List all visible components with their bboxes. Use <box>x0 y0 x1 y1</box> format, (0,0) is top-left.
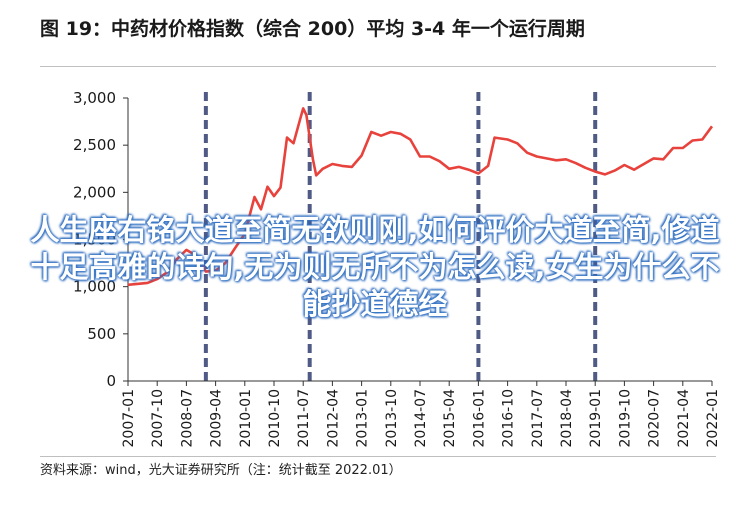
x-tick-label: 2016-01 <box>471 389 487 448</box>
x-tick-label: 2013-01 <box>355 389 371 448</box>
price-index-line <box>127 107 714 287</box>
x-tick-label: 2007-10 <box>150 389 166 448</box>
source-divider <box>40 456 716 457</box>
x-tick-label: 2016-10 <box>501 389 517 448</box>
y-tick-label: 0 <box>106 372 116 390</box>
source-note: 资料来源：wind，光大证券研究所（注：统计截至 2022.01） <box>40 463 402 478</box>
x-tick-label: 2019-01 <box>588 389 604 448</box>
x-tick-label: 2020-07 <box>647 389 663 448</box>
x-tick-label: 2007-01 <box>121 389 137 448</box>
x-tick-label: 2008-07 <box>179 389 195 448</box>
chart-axes <box>123 97 713 386</box>
x-tick-label: 2021-04 <box>676 389 692 448</box>
x-tick-label: 2012-04 <box>325 389 341 448</box>
x-tick-label: 2018-04 <box>559 389 575 448</box>
y-tick-label: 3,000 <box>73 89 116 107</box>
x-tick-label: 2009-04 <box>209 389 225 448</box>
chart-title: 图 19：中药材价格指数（综合 200）平均 3-4 年一个运行周期 <box>40 18 585 40</box>
y-tick-label: 1,000 <box>73 278 116 296</box>
x-tick-label: 2019-10 <box>617 389 633 448</box>
x-tick-label: 2010-10 <box>267 389 283 448</box>
x-tick-label: 2013-10 <box>384 389 400 448</box>
y-tick-label: 500 <box>87 325 116 343</box>
x-tick-label: 2015-04 <box>442 389 458 448</box>
watermark-overlay-text: 人生座右铭大道至简无欲则刚,如何评价大道至简,修道十足高雅的诗句,无为则无所不为… <box>30 213 720 321</box>
y-tick-label: 1,500 <box>73 231 116 249</box>
y-tick-label: 2,000 <box>73 183 116 201</box>
x-tick-label: 2014-07 <box>413 389 429 448</box>
x-axis-tick-labels: 2007-01 2007-10 2008-07 2009-04 2010-01 2010-… <box>121 389 721 448</box>
x-tick-label: 2011-07 <box>296 389 312 448</box>
x-tick-label: 2022-01 <box>705 389 721 448</box>
y-tick-label: 2,500 <box>73 136 116 154</box>
title-divider <box>40 66 716 67</box>
x-tick-label: 2017-07 <box>530 389 546 448</box>
x-tick-label: 2010-01 <box>238 389 254 448</box>
y-axis-tick-labels: 0 500 1,000 1,500 2,000 2,500 3,000 <box>73 89 116 390</box>
